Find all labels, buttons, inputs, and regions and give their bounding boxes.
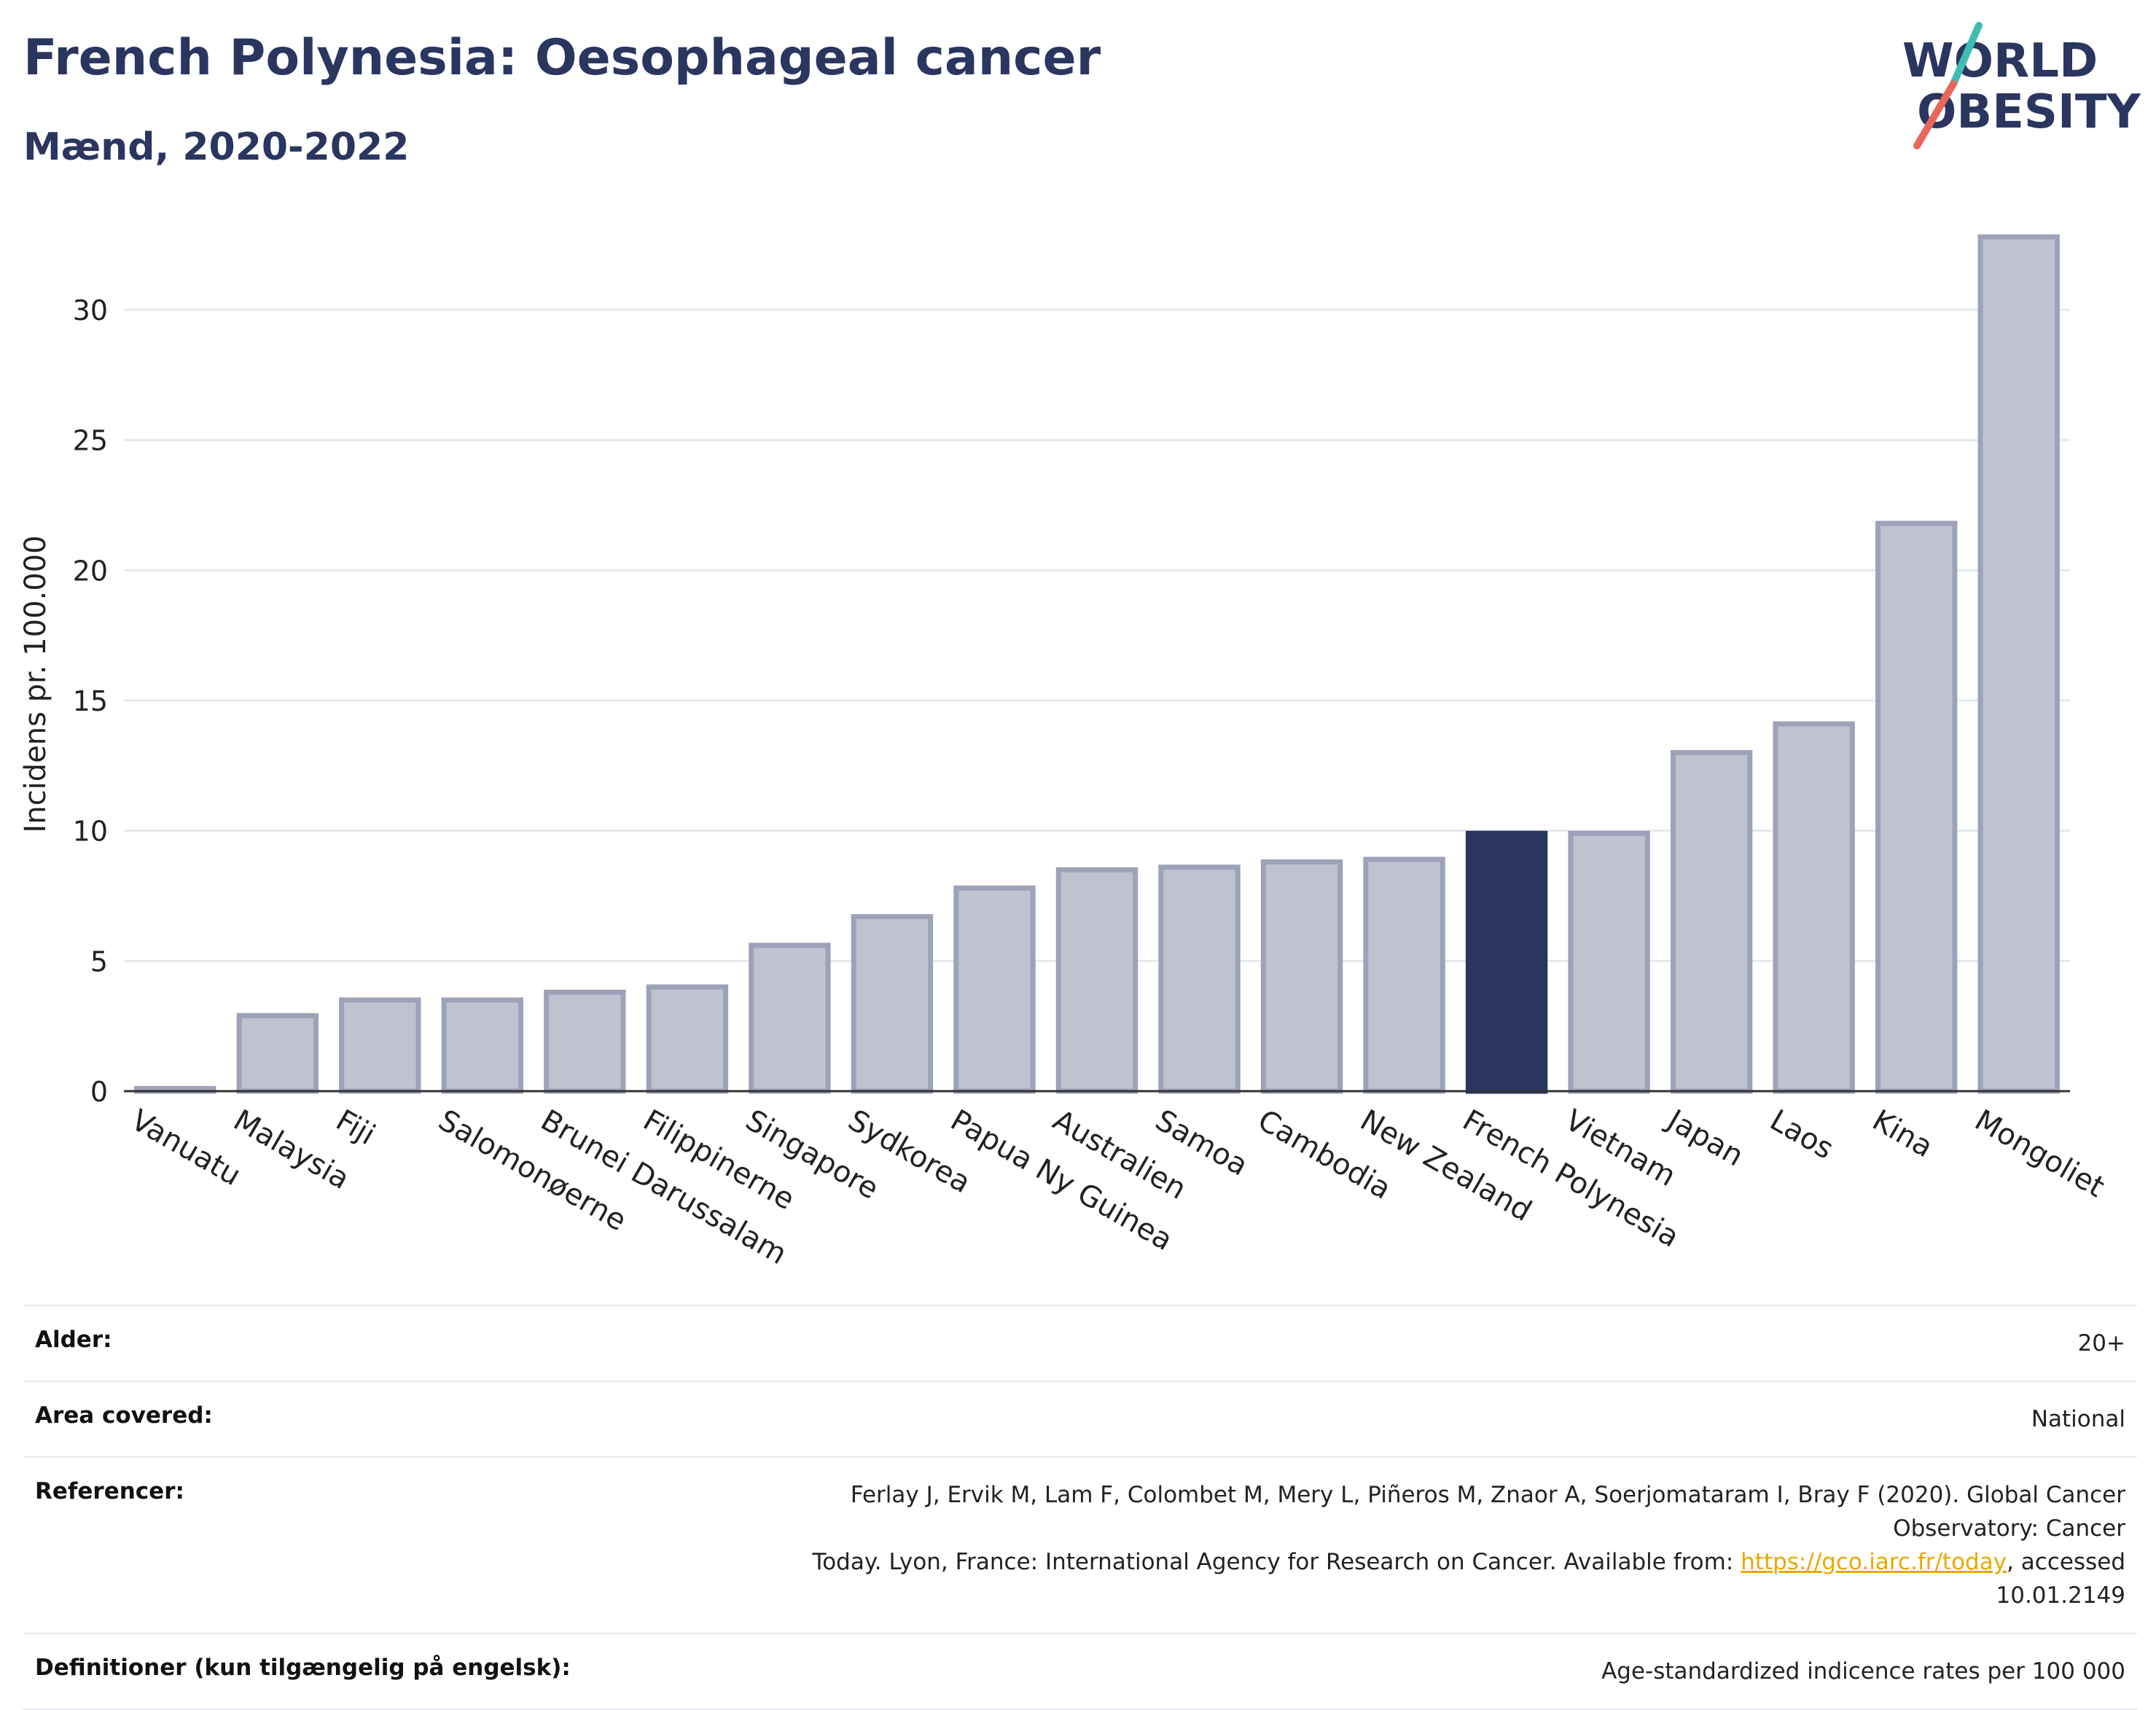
- logo-line1: WORLD: [1902, 34, 2098, 88]
- logo-accent-coral: [1913, 80, 1957, 149]
- page-subtitle: Mænd, 2020-2022: [23, 125, 410, 169]
- y-tick-label: 15: [73, 685, 108, 717]
- bar-kina[interactable]: [1875, 520, 1958, 1094]
- x-tick-label: New Zealand: [1354, 1104, 1537, 1228]
- x-tick-label: Laos: [1764, 1104, 1839, 1166]
- logo-accent-teal: [1950, 22, 1983, 87]
- meta-label-area: Area covered:: [35, 1402, 213, 1429]
- meta-value-definitions: Age-standardized indicence rates per 100…: [1601, 1658, 2125, 1684]
- bar-french-polynesia[interactable]: [1465, 830, 1548, 1094]
- bar-salomon-erne[interactable]: [441, 997, 524, 1094]
- y-axis-label: Incidens pr. 100.000: [19, 535, 52, 832]
- page-title: French Polynesia: Oesophageal cancer: [23, 29, 1101, 87]
- bar-vietnam[interactable]: [1568, 830, 1650, 1094]
- bar-malaysia[interactable]: [236, 1012, 319, 1094]
- y-tick-label: 25: [73, 425, 108, 457]
- logo-line2: OBESITY: [1917, 85, 2141, 139]
- meta-value-area: National: [2031, 1406, 2125, 1432]
- bar-sydkorea[interactable]: [851, 914, 934, 1094]
- bar-australien[interactable]: [1055, 867, 1138, 1094]
- x-tick-label: Malaysia: [228, 1104, 355, 1196]
- bar-fiji[interactable]: [339, 997, 421, 1094]
- bar-laos[interactable]: [1773, 721, 1855, 1094]
- y-tick-label: 5: [90, 945, 108, 977]
- y-tick-label: 30: [73, 294, 108, 327]
- meta-row-age: Alder: 20+: [23, 1305, 2137, 1381]
- meta-label-references: Referencer:: [35, 1478, 184, 1504]
- bar-mongoliet[interactable]: [1977, 234, 2060, 1094]
- y-tick-label: 10: [73, 816, 108, 848]
- x-tick-label: Kina: [1867, 1104, 1939, 1164]
- meta-row-definitions: Definitioner (kun tilgængelig på engelsk…: [23, 1633, 2137, 1709]
- bar-cambodia[interactable]: [1260, 859, 1343, 1094]
- reference-accessed: , accessed 10.01.2149: [1996, 1549, 2126, 1609]
- meta-value-age: 20+: [2077, 1330, 2125, 1356]
- x-tick-label: Mongoliet: [1969, 1104, 2110, 1204]
- meta-row-references: Referencer: Ferlay J, Ervik M, Lam F, Co…: [23, 1457, 2137, 1633]
- bar-papua-ny-guinea[interactable]: [953, 885, 1036, 1094]
- y-tick-label: 20: [73, 555, 108, 587]
- bar-brunei-darussalam[interactable]: [544, 989, 626, 1094]
- reference-text-line2: Today. Lyon, France: International Agenc…: [812, 1549, 1741, 1575]
- meta-value-references: Ferlay J, Ervik M, Lam F, Colombet M, Me…: [703, 1457, 2137, 1633]
- reference-text-line1: Ferlay J, Ervik M, Lam F, Colombet M, Me…: [850, 1482, 2125, 1542]
- bar-japan[interactable]: [1670, 749, 1753, 1094]
- bar-new-zealand[interactable]: [1363, 856, 1445, 1094]
- meta-label-age: Alder:: [35, 1327, 112, 1353]
- meta-row-area: Area covered: National: [23, 1381, 2137, 1457]
- meta-label-definitions: Definitioner (kun tilgængelig på engelsk…: [35, 1655, 571, 1681]
- bar-samoa[interactable]: [1158, 864, 1241, 1094]
- world-obesity-logo: WORLD OBESITY: [1902, 22, 2141, 149]
- bar-singapore[interactable]: [749, 942, 831, 1094]
- bars: [134, 234, 2060, 1094]
- reference-link[interactable]: https://gco.iarc.fr/today: [1741, 1549, 2007, 1575]
- x-tick-label: Vanuatu: [125, 1104, 246, 1192]
- metadata-table: Alder: 20+ Area covered: National Refere…: [23, 1305, 2137, 1710]
- y-tick-label: 0: [90, 1076, 108, 1108]
- x-tick-label: Fiji: [330, 1104, 380, 1152]
- bar-filippinerne[interactable]: [646, 984, 729, 1094]
